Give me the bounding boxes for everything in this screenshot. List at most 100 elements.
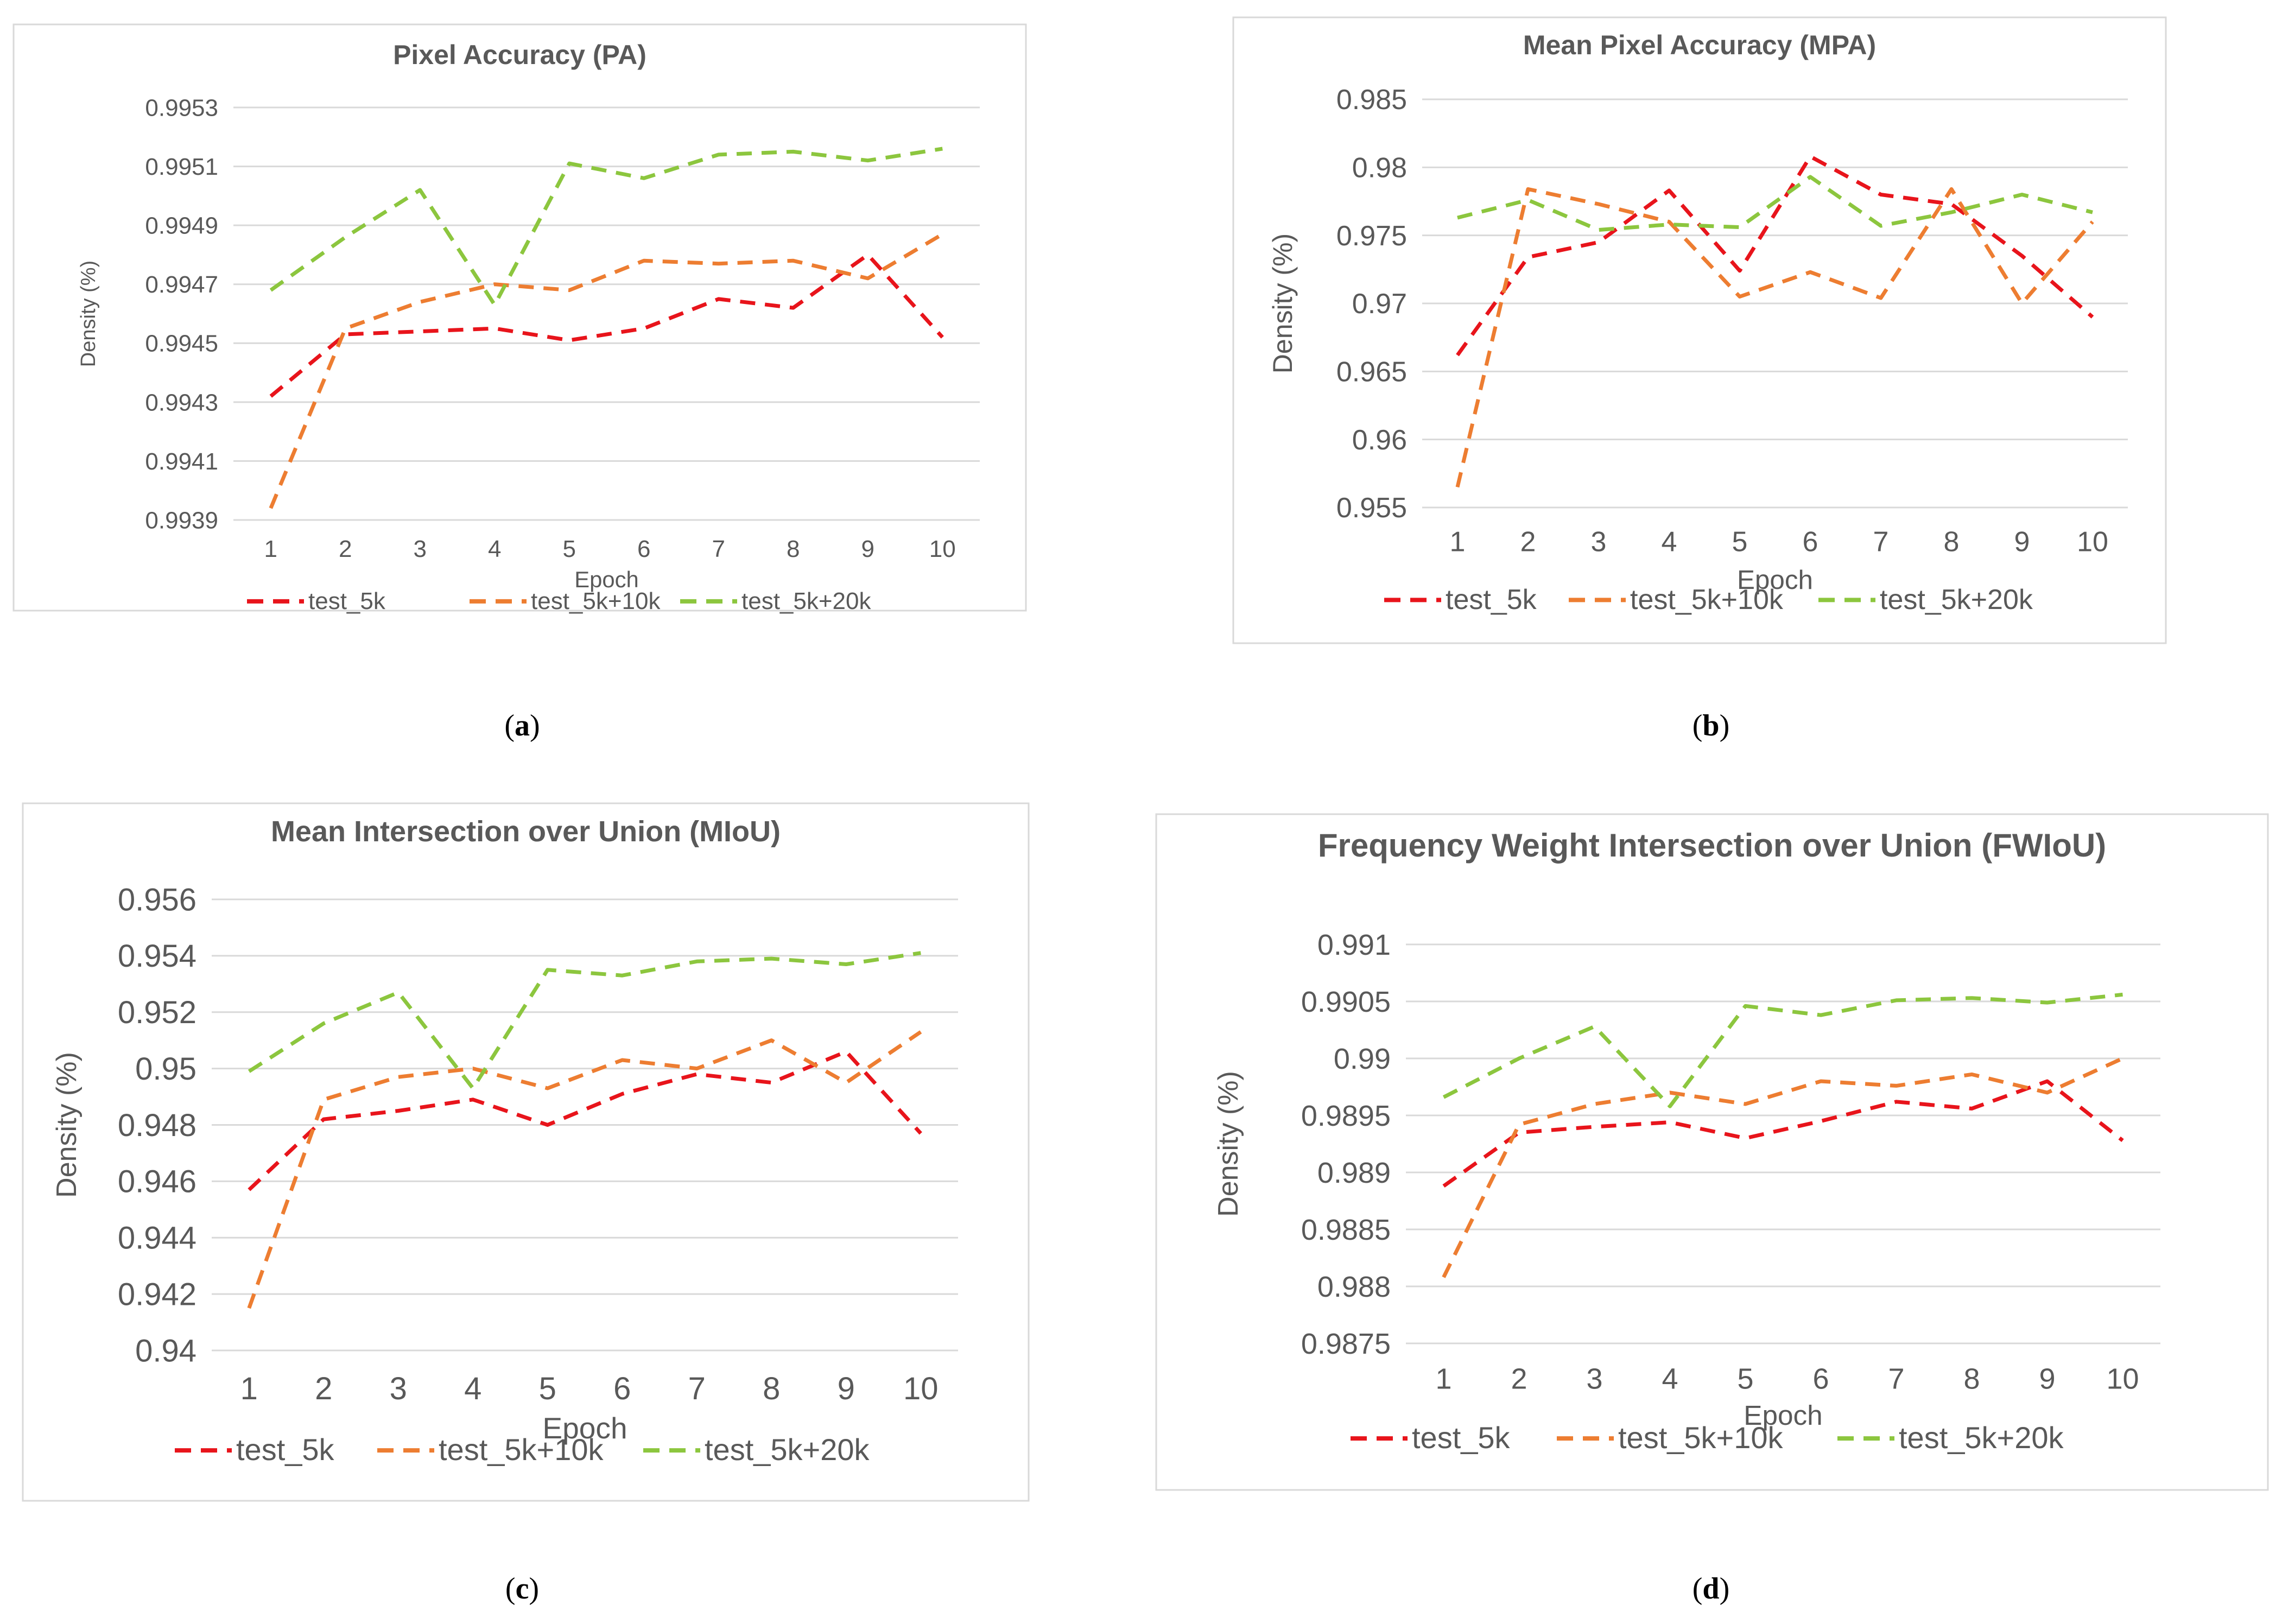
y-tick-label: 0.94 bbox=[135, 1333, 196, 1368]
series-line-test-5k-20k bbox=[269, 147, 943, 307]
chart-frame bbox=[22, 802, 1030, 1502]
legend-label: test_5k+10k bbox=[1630, 584, 1784, 616]
legend-label: test_5k+20k bbox=[705, 1432, 870, 1467]
x-tick-label: 8 bbox=[787, 536, 800, 562]
x-tick-label: 4 bbox=[464, 1371, 481, 1406]
x-axis-label: Epoch bbox=[542, 1411, 627, 1445]
y-tick-label: 0.989 bbox=[1317, 1157, 1391, 1189]
x-tick-label: 5 bbox=[539, 1371, 556, 1406]
series-line-test-5k-10k bbox=[247, 1030, 922, 1309]
x-tick-label: 7 bbox=[1873, 526, 1889, 558]
x-tick-label: 1 bbox=[1450, 526, 1466, 558]
x-tick-label: 7 bbox=[712, 536, 725, 562]
series-line-test-5k-10k bbox=[1442, 1056, 2123, 1278]
legend-label: test_5k+10k bbox=[439, 1432, 604, 1467]
y-axis-label: Density (%) bbox=[77, 261, 100, 367]
y-tick-label: 0.99 bbox=[1334, 1043, 1391, 1075]
y-tick-label: 0.9895 bbox=[1301, 1100, 1391, 1132]
x-tick-label: 2 bbox=[315, 1371, 332, 1406]
legend-label: test_5k+10k bbox=[1618, 1420, 1784, 1455]
y-tick-label: 0.988 bbox=[1317, 1271, 1391, 1303]
y-axis-label: Density (%) bbox=[1267, 233, 1298, 373]
series-line-test-5k-20k bbox=[1442, 992, 2123, 1108]
legend-label: test_5k+10k bbox=[531, 588, 661, 614]
legend-label: test_5k bbox=[236, 1432, 335, 1467]
x-tick-label: 6 bbox=[1803, 526, 1818, 558]
y-tick-label: 0.985 bbox=[1336, 84, 1407, 116]
chart-frame bbox=[1232, 16, 2167, 644]
y-tick-label: 0.9875 bbox=[1301, 1328, 1391, 1360]
y-tick-label: 0.9949 bbox=[145, 213, 218, 239]
y-axis-label: Density (%) bbox=[51, 1052, 83, 1198]
chart-c: Mean Intersection over Union (MIoU) 0.94 0… bbox=[22, 802, 1030, 1502]
x-tick-label: 2 bbox=[1511, 1363, 1527, 1395]
y-tick-label: 0.965 bbox=[1336, 357, 1407, 388]
x-tick-label: 5 bbox=[1737, 1363, 1753, 1395]
x-tick-label: 8 bbox=[1963, 1363, 1980, 1395]
y-tick-label: 0.9947 bbox=[145, 271, 218, 298]
x-tick-label: 7 bbox=[1888, 1363, 1904, 1395]
chart-title: Pixel Accuracy (PA) bbox=[393, 40, 646, 70]
legend-label: test_5k bbox=[1446, 584, 1537, 616]
x-tick-label: 10 bbox=[903, 1371, 939, 1406]
legend-label: test_5k+20k bbox=[1880, 584, 2033, 616]
x-tick-label: 4 bbox=[488, 536, 501, 562]
series-line-test-5k-20k bbox=[1457, 175, 2093, 232]
series-line-test-5k bbox=[1442, 1079, 2124, 1188]
x-tick-label: 5 bbox=[1732, 526, 1748, 558]
x-tick-label: 2 bbox=[339, 536, 352, 562]
series-line-test-5k bbox=[248, 1050, 922, 1191]
y-tick-label: 0.9945 bbox=[145, 331, 218, 357]
y-tick-label: 0.942 bbox=[118, 1277, 196, 1312]
y-tick-label: 0.991 bbox=[1317, 929, 1391, 961]
x-tick-label: 6 bbox=[1812, 1363, 1829, 1395]
x-tick-label: 1 bbox=[264, 536, 277, 562]
y-tick-label: 0.9953 bbox=[145, 94, 218, 121]
y-tick-label: 0.95 bbox=[135, 1051, 196, 1087]
caption-c: (c) bbox=[505, 1572, 540, 1606]
x-tick-label: 9 bbox=[2014, 526, 2030, 558]
x-tick-label: 3 bbox=[390, 1371, 407, 1406]
series-line-test-5k-10k bbox=[269, 232, 944, 509]
chart-title: Mean Intersection over Union (MIoU) bbox=[271, 815, 781, 848]
y-tick-label: 0.97 bbox=[1352, 288, 1407, 320]
x-tick-label: 3 bbox=[1586, 1363, 1602, 1395]
y-tick-label: 0.9939 bbox=[145, 507, 218, 534]
y-tick-label: 0.975 bbox=[1336, 220, 1407, 252]
chart-title: Mean Pixel Accuracy (MPA) bbox=[1523, 30, 1876, 60]
chart-frame bbox=[1155, 813, 2269, 1491]
x-tick-label: 6 bbox=[613, 1371, 631, 1406]
x-tick-label: 10 bbox=[2077, 526, 2108, 558]
series-line-test-5k bbox=[269, 252, 944, 398]
x-tick-label: 4 bbox=[1662, 1363, 1678, 1395]
x-axis-label: Epoch bbox=[1737, 565, 1813, 595]
y-tick-label: 0.948 bbox=[118, 1108, 196, 1143]
y-tick-label: 0.9885 bbox=[1301, 1214, 1391, 1246]
chart-a: Pixel Accuracy (PA) 0.9939 0.9941 0.9943 0.9… bbox=[12, 23, 1027, 614]
chart-frame bbox=[12, 23, 1027, 612]
series-line-test-5k-10k bbox=[1455, 187, 2094, 488]
legend-label: test_5k+20k bbox=[1899, 1420, 2064, 1455]
x-tick-label: 10 bbox=[929, 536, 956, 562]
chart-d: Frequency Weight Intersection over Union… bbox=[1155, 813, 2269, 1491]
y-tick-label: 0.944 bbox=[118, 1221, 196, 1256]
caption-b: (b) bbox=[1692, 709, 1730, 743]
x-tick-label: 5 bbox=[563, 536, 576, 562]
y-tick-label: 0.9943 bbox=[145, 389, 218, 416]
x-tick-label: 2 bbox=[1520, 526, 1536, 558]
chart-b: Mean Pixel Accuracy (MPA) 0.955 0.96 0.965 0… bbox=[1232, 16, 2167, 644]
x-tick-label: 7 bbox=[688, 1371, 706, 1406]
y-tick-label: 0.952 bbox=[118, 995, 196, 1030]
legend-label: test_5k+20k bbox=[741, 588, 871, 614]
x-tick-label: 1 bbox=[1435, 1363, 1451, 1395]
x-tick-label: 1 bbox=[240, 1371, 258, 1406]
y-tick-label: 0.9941 bbox=[145, 448, 218, 475]
y-tick-label: 0.98 bbox=[1352, 153, 1407, 184]
caption-d: (d) bbox=[1692, 1572, 1730, 1606]
x-axis-label: Epoch bbox=[1744, 1400, 1822, 1431]
legend-label: test_5k bbox=[308, 588, 386, 614]
y-tick-label: 0.946 bbox=[118, 1164, 196, 1200]
x-tick-label: 6 bbox=[637, 536, 650, 562]
y-tick-label: 0.954 bbox=[118, 938, 196, 974]
